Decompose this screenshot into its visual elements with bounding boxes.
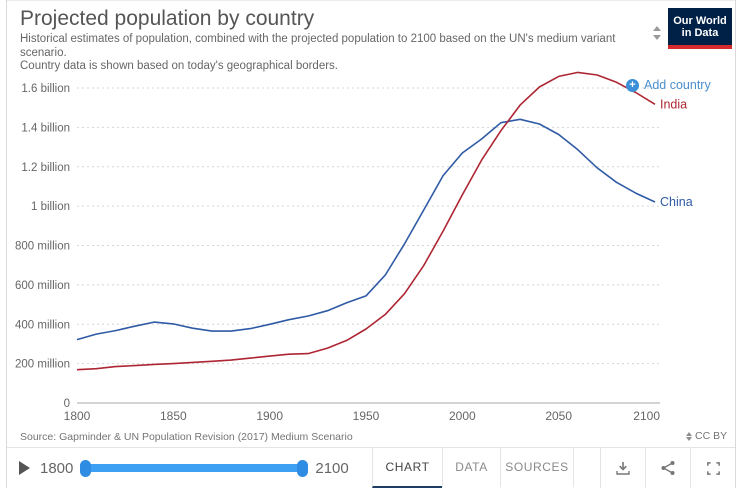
timeline-handle-start[interactable] bbox=[80, 459, 92, 477]
x-tick-label: 2100 bbox=[633, 409, 660, 423]
tab-chart-label: CHART bbox=[385, 460, 430, 474]
owid-logo[interactable]: Our World in Data bbox=[668, 8, 732, 49]
source-attribution: Source: Gapminder & UN Population Revisi… bbox=[20, 431, 353, 443]
share-button[interactable] bbox=[645, 448, 690, 488]
license-label: CC BY bbox=[695, 430, 728, 442]
scroll-up-icon[interactable] bbox=[653, 26, 661, 31]
y-tick-label: 600 million bbox=[15, 280, 70, 292]
tab-sources[interactable]: SOURCES bbox=[500, 448, 574, 488]
tab-sources-label: SOURCES bbox=[505, 460, 569, 474]
page-title: Projected population by country bbox=[20, 7, 315, 30]
x-tick-label: 1800 bbox=[64, 409, 91, 423]
plus-circle-icon: + bbox=[626, 78, 639, 92]
timeline-end-year: 2100 bbox=[315, 459, 349, 477]
y-tick-label: 0 bbox=[64, 398, 70, 410]
y-tick-label: 1 billion bbox=[31, 201, 70, 213]
updown-arrows-icon bbox=[686, 431, 692, 441]
series-label-india[interactable]: India bbox=[660, 97, 687, 111]
timeline-slider-track[interactable] bbox=[82, 464, 307, 472]
scrollbar-buttons[interactable] bbox=[650, 26, 664, 40]
chart-subtitle: Historical estimates of population, comb… bbox=[20, 33, 645, 74]
chart-plot-area: 0 200 million 400 million 600 million 800 mi… bbox=[15, 71, 693, 423]
x-tick-label: 1950 bbox=[353, 409, 380, 423]
y-tick-label: 800 million bbox=[15, 241, 70, 253]
y-tick-label: 1.2 billion bbox=[21, 162, 70, 174]
tab-data-label: DATA bbox=[455, 460, 488, 474]
tab-data[interactable]: DATA bbox=[442, 448, 500, 488]
download-icon bbox=[616, 462, 630, 475]
add-country-button[interactable]: + Add country bbox=[626, 78, 711, 92]
x-tick-label: 2000 bbox=[449, 409, 476, 423]
scroll-down-icon[interactable] bbox=[653, 35, 661, 40]
timeline-controls: 1800 2100 bbox=[7, 448, 372, 488]
bottom-toolbar: 1800 2100 CHART DATA SOURCES bbox=[7, 447, 735, 488]
download-button[interactable] bbox=[600, 448, 645, 488]
y-tick-label: 1.4 billion bbox=[21, 122, 70, 134]
subtitle-line-1: Historical estimates of population, comb… bbox=[20, 33, 616, 59]
series-line-china bbox=[76, 118, 656, 341]
subtitle-line-2: Country data is shown based on today's g… bbox=[20, 60, 339, 72]
license-badge[interactable]: CC BY bbox=[686, 430, 727, 442]
frame-border-left bbox=[6, 0, 7, 488]
y-tick-label: 200 million bbox=[15, 359, 70, 371]
series-line-india bbox=[76, 71, 656, 371]
x-tick-label: 1850 bbox=[160, 409, 187, 423]
timeline-handle-end[interactable] bbox=[297, 459, 309, 477]
play-icon[interactable] bbox=[19, 461, 31, 475]
timeline-start-year: 1800 bbox=[40, 459, 74, 477]
y-tick-label: 400 million bbox=[15, 319, 70, 331]
series-label-china[interactable]: China bbox=[660, 195, 693, 209]
fullscreen-icon bbox=[706, 461, 720, 475]
timeline-slider[interactable] bbox=[80, 459, 309, 477]
logo-line-2: in Data bbox=[681, 26, 719, 39]
x-tick-label: 1900 bbox=[256, 409, 283, 423]
frame-border-right bbox=[735, 0, 736, 488]
y-tick-label: 1.6 billion bbox=[21, 83, 70, 95]
toolbar-spacer bbox=[574, 448, 600, 488]
add-country-label: Add country bbox=[644, 78, 711, 92]
x-tick-label: 2050 bbox=[545, 409, 572, 423]
tab-chart[interactable]: CHART bbox=[372, 448, 442, 488]
fullscreen-button[interactable] bbox=[690, 448, 735, 488]
logo-line-1: Our World bbox=[673, 14, 727, 27]
frame-border-top bbox=[6, 0, 736, 1]
share-icon bbox=[661, 461, 675, 475]
